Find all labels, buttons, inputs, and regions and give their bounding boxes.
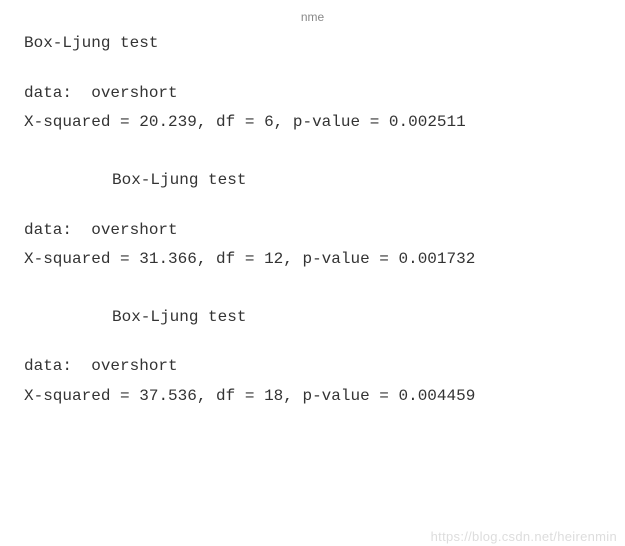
p-value: 0.002511 <box>389 113 466 131</box>
stats-line: X-squared = 20.239, df = 6, p-value = 0.… <box>24 110 601 136</box>
p-label: p-value = <box>302 387 388 405</box>
test-title: Box-Ljung test <box>24 31 601 57</box>
x-squared-value: 31.366 <box>139 250 197 268</box>
output-content: nme Box-Ljung test data: overshort X-squ… <box>0 0 625 446</box>
data-label: data: <box>24 84 72 102</box>
test-block-3: Box-Ljung test data: overshort X-squared… <box>24 305 601 410</box>
test-block-1: Box-Ljung test data: overshort X-squared… <box>24 31 601 136</box>
watermark: https://blog.csdn.net/heirenmin <box>431 529 617 544</box>
data-line: data: overshort <box>24 81 601 107</box>
data-value: overshort <box>91 84 177 102</box>
stats-line: X-squared = 31.366, df = 12, p-value = 0… <box>24 247 601 273</box>
x-squared-value: 37.536 <box>139 387 197 405</box>
test-title: Box-Ljung test <box>24 305 601 331</box>
data-value: overshort <box>91 221 177 239</box>
df-value: 18 <box>264 387 283 405</box>
data-line: data: overshort <box>24 354 601 380</box>
df-label: df = <box>216 387 254 405</box>
x-squared-label: X-squared = <box>24 250 130 268</box>
header-fragment: nme <box>24 8 601 27</box>
x-squared-label: X-squared = <box>24 387 130 405</box>
x-squared-label: X-squared = <box>24 113 130 131</box>
data-label: data: <box>24 221 72 239</box>
x-squared-value: 20.239 <box>139 113 197 131</box>
data-line: data: overshort <box>24 218 601 244</box>
data-value: overshort <box>91 357 177 375</box>
p-value: 0.004459 <box>399 387 476 405</box>
p-value: 0.001732 <box>399 250 476 268</box>
p-label: p-value = <box>302 250 388 268</box>
p-label: p-value = <box>293 113 379 131</box>
stats-line: X-squared = 37.536, df = 18, p-value = 0… <box>24 384 601 410</box>
df-value: 6 <box>264 113 274 131</box>
data-label: data: <box>24 357 72 375</box>
df-label: df = <box>216 250 254 268</box>
df-label: df = <box>216 113 254 131</box>
test-block-2: Box-Ljung test data: overshort X-squared… <box>24 168 601 273</box>
df-value: 12 <box>264 250 283 268</box>
test-title: Box-Ljung test <box>24 168 601 194</box>
